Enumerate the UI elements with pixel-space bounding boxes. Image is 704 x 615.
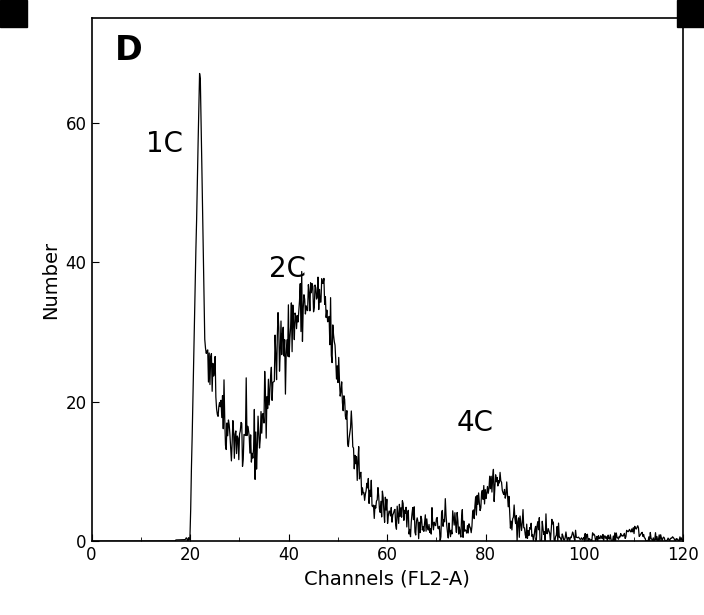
Text: 4C: 4C (456, 408, 494, 437)
Text: 2C: 2C (269, 255, 306, 284)
Text: 1C: 1C (146, 130, 183, 158)
X-axis label: Channels (FL2-A): Channels (FL2-A) (304, 569, 470, 589)
Text: D: D (115, 34, 143, 67)
Y-axis label: Number: Number (41, 240, 60, 319)
